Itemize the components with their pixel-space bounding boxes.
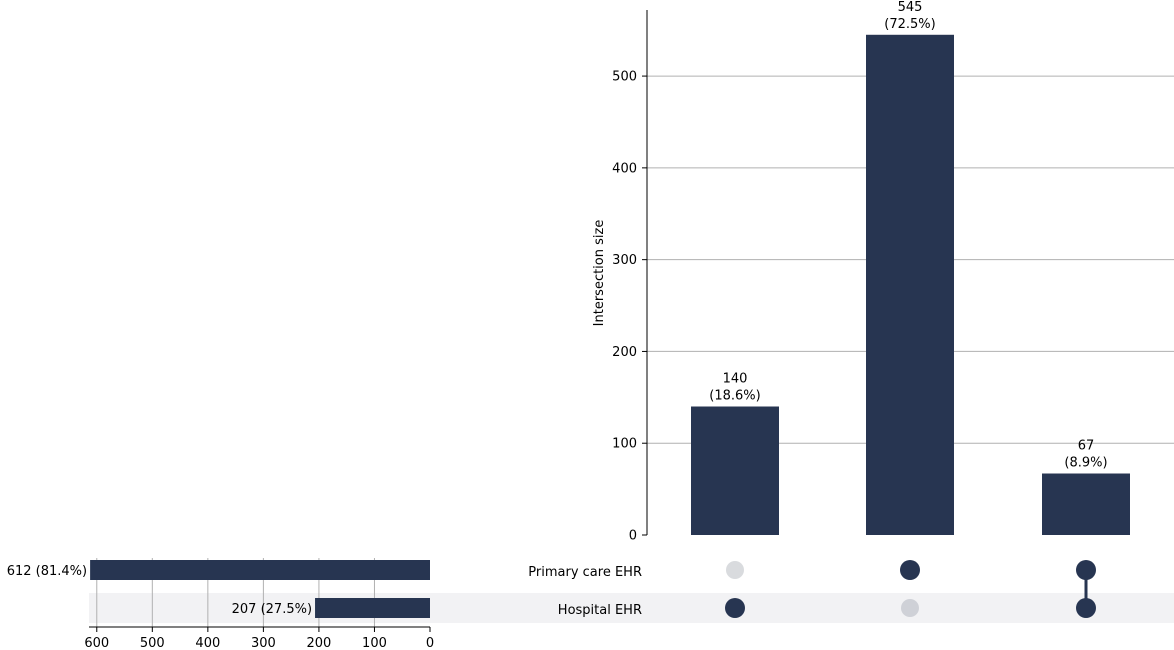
y-tick-label: 400 [612, 161, 637, 176]
y-tick-label: 300 [612, 253, 637, 268]
intersection-bar [1042, 473, 1130, 535]
matrix-dot-inactive [726, 561, 744, 579]
set-x-tick-label: 200 [307, 636, 332, 650]
matrix-dot-active [1076, 560, 1096, 580]
matrix-dot-active [725, 598, 745, 618]
intersection-percent-label: (18.6%) [709, 389, 760, 404]
y-tick-label: 500 [612, 70, 637, 85]
set-name-label: Hospital EHR [558, 603, 642, 618]
y-axis-label: Intersection size [592, 220, 607, 327]
intersection-value-label: 545 [898, 0, 923, 15]
set-size-label: 612 (81.4%) [7, 564, 87, 579]
set-x-tick-label: 100 [362, 636, 387, 650]
set-size-bar [315, 598, 430, 618]
y-tick-label: 200 [612, 345, 637, 360]
set-name-label: Primary care EHR [528, 565, 642, 580]
intersection-value-label: 67 [1078, 439, 1095, 454]
row-stripe-hospital-ehr [89, 593, 1174, 623]
matrix-dot-active [900, 560, 920, 580]
set-x-tick-label: 300 [251, 636, 276, 650]
set-x-tick-label: 0 [426, 636, 434, 650]
intersection-bar [866, 34, 954, 536]
matrix-dot-active [1076, 598, 1096, 618]
y-tick-label: 100 [612, 437, 637, 452]
set-x-tick-label: 400 [195, 636, 220, 650]
matrix-dot-inactive [901, 599, 919, 617]
intersection-bar [691, 406, 779, 535]
intersection-percent-label: (8.9%) [1064, 456, 1107, 471]
set-x-tick-label: 500 [140, 636, 165, 650]
intersection-value-label: 140 [723, 372, 748, 387]
y-tick-label: 0 [629, 529, 637, 544]
intersection-percent-label: (72.5%) [884, 17, 935, 32]
set-size-bar [90, 560, 430, 580]
set-x-tick-label: 600 [84, 636, 109, 650]
set-size-label: 207 (27.5%) [232, 602, 312, 617]
